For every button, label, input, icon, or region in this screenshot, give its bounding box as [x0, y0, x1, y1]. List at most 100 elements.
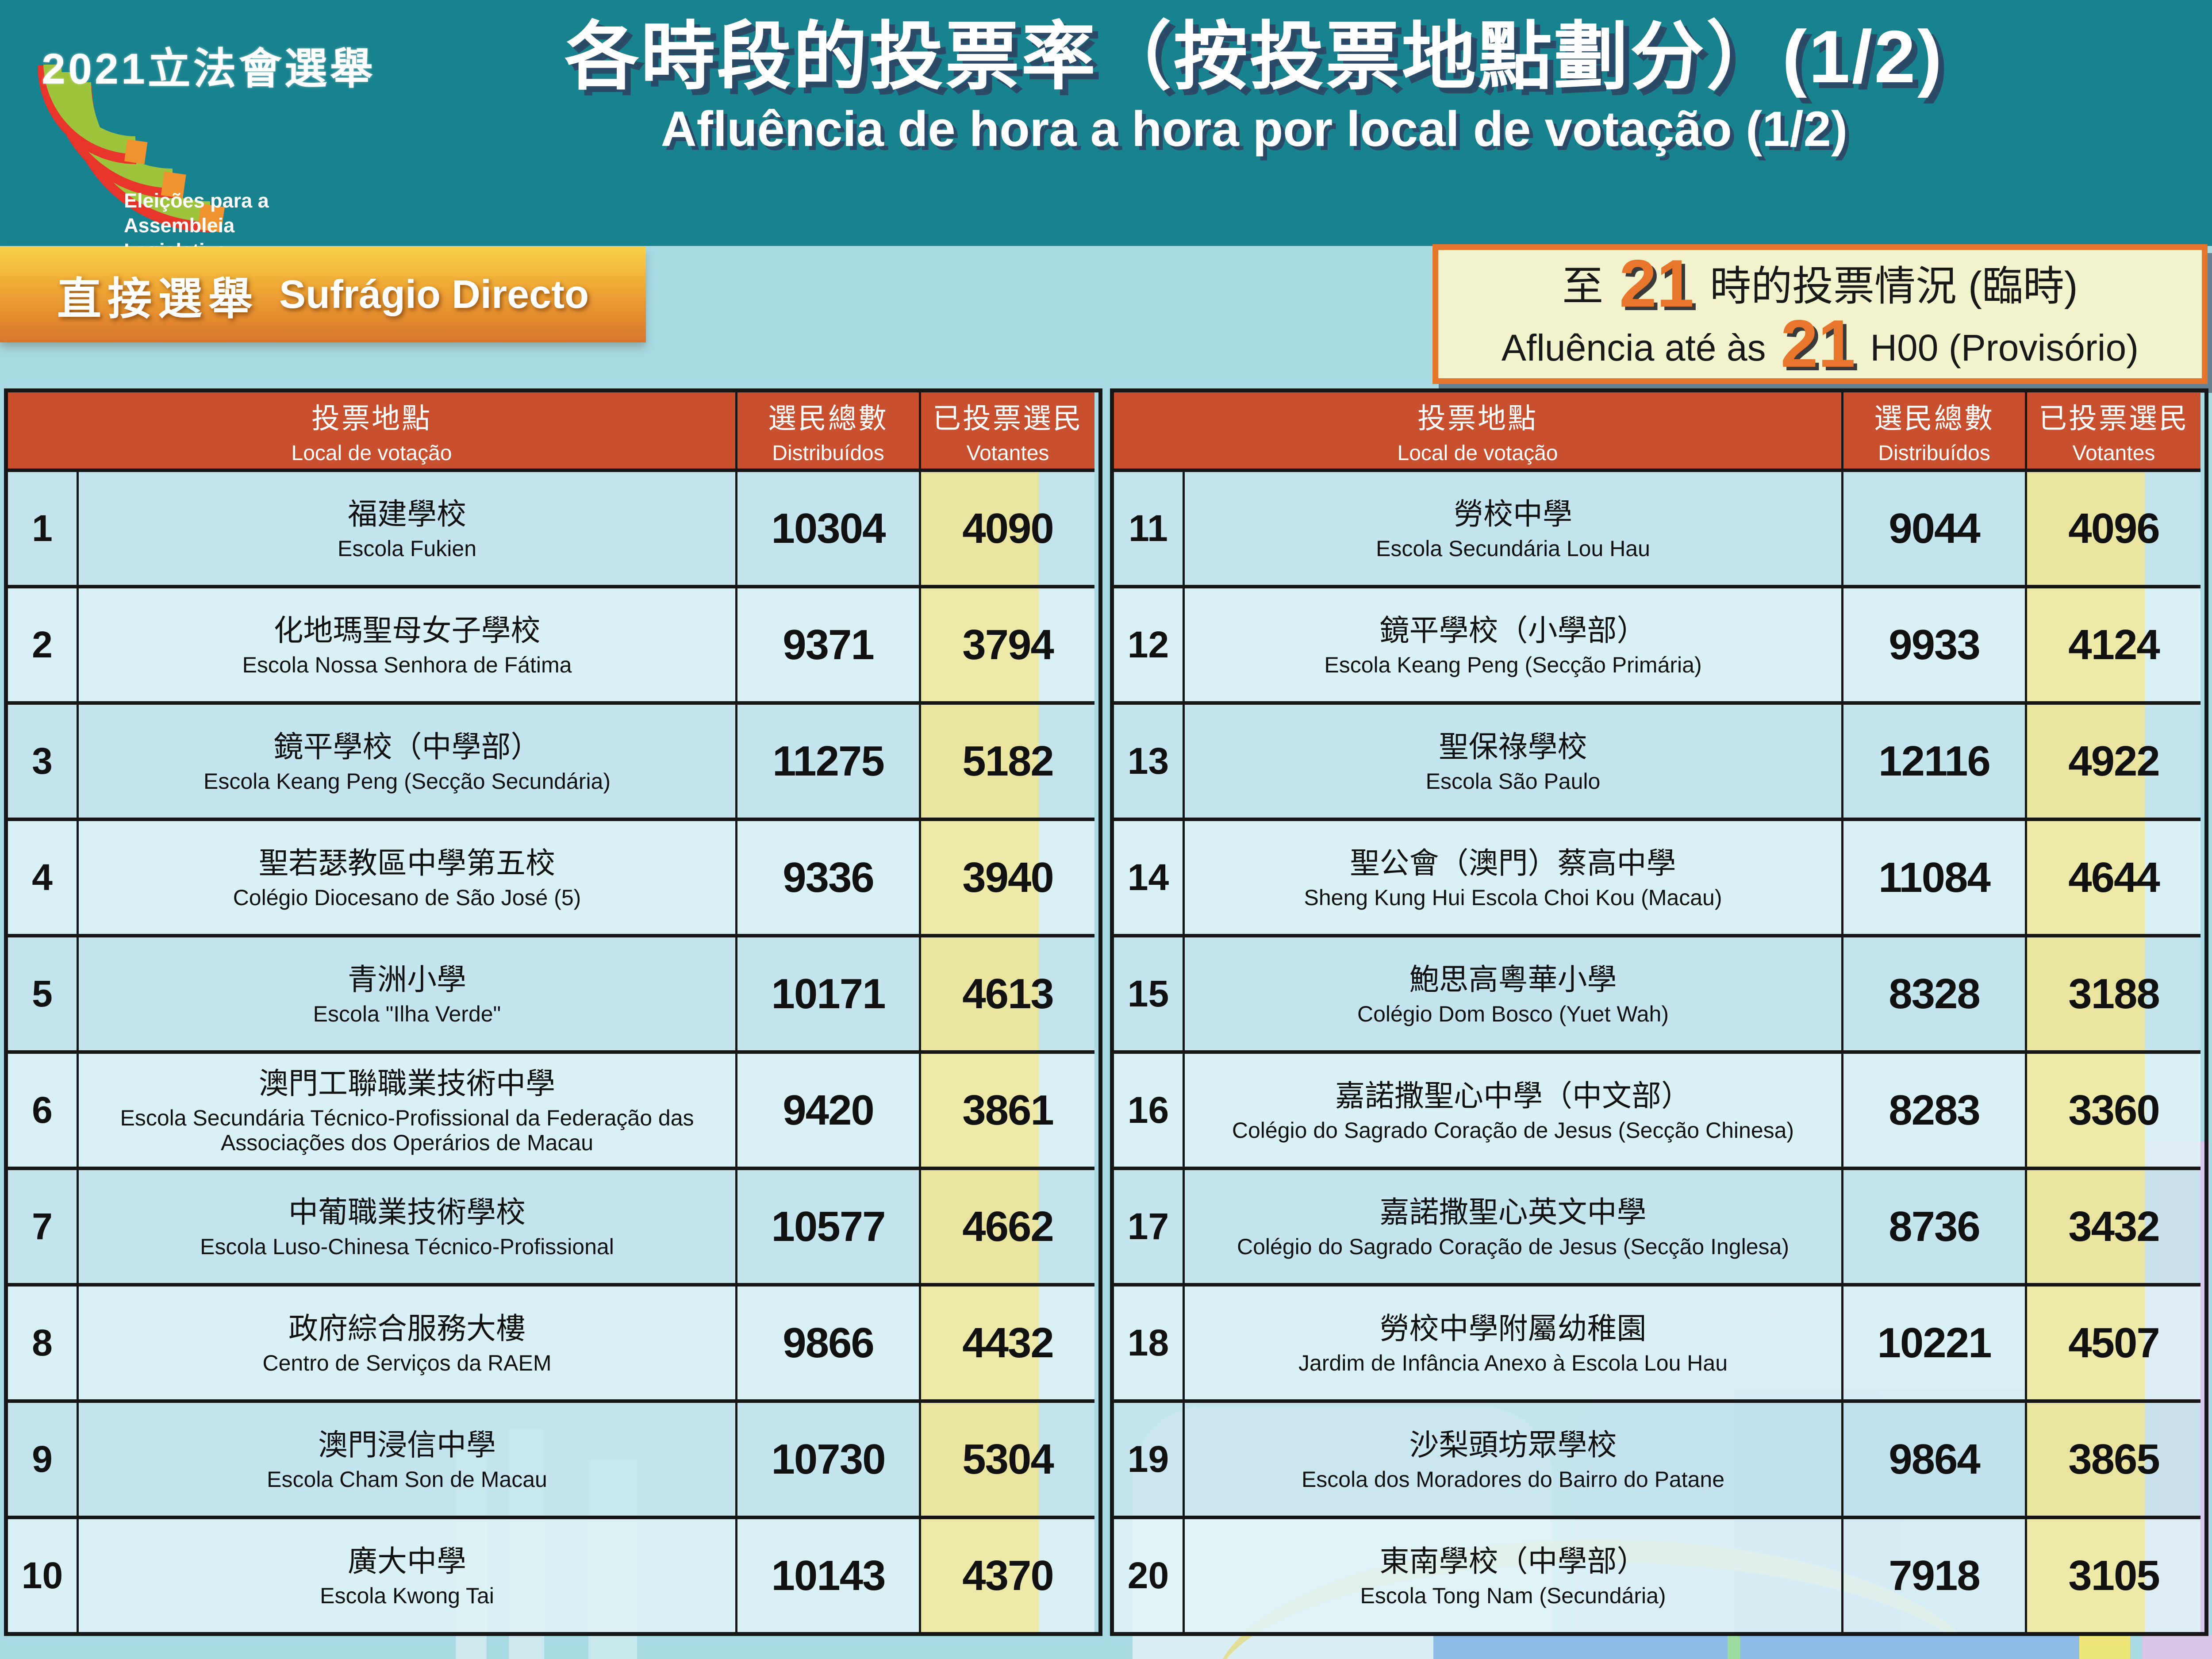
row-number-cell: 7 — [8, 1167, 79, 1283]
school-name-pt: Escola Secundária Técnico-Profissional d… — [120, 1106, 694, 1156]
school-name-pt: Escola Luso-Chinesa Técnico-Profissional — [200, 1234, 614, 1260]
school-name-cell: 化地瑪聖母女子學校 Escola Nossa Senhora de Fátima — [79, 585, 737, 701]
school-name-cell: 嘉諾撒聖心英文中學 Colégio do Sagrado Coração de J… — [1185, 1167, 1843, 1283]
skyline-base-strip — [2158, 1635, 2212, 1659]
hour-value: 21 — [1619, 246, 1694, 322]
school-name-pt: Escola Keang Peng (Secção Primária) — [1324, 653, 1702, 678]
school-name-cell: 東南學校（中學部） Escola Tong Nam (Secundária) — [1185, 1516, 1843, 1632]
school-name-zh: 鮑思高粵華小學 — [1409, 963, 1617, 996]
school-name-cell: 鏡平學校（小學部） Escola Keang Peng (Secção Primá… — [1185, 585, 1843, 701]
school-name-zh: 聖公會（澳門）蔡高中學 — [1350, 846, 1676, 880]
school-name-cell: 澳門浸信中學 Escola Cham Son de Macau — [79, 1399, 737, 1516]
row-number-cell: 20 — [1114, 1516, 1185, 1632]
registered-voters-cell: 9044 — [1843, 469, 2027, 585]
voted-count-cell: 4644 — [2027, 818, 2200, 934]
school-name-pt: Escola São Paulo — [1425, 769, 1601, 794]
voted-count-cell: 4613 — [921, 934, 1094, 1050]
school-name-cell: 福建學校 Escola Fukien — [79, 469, 737, 585]
turnout-time-line-zh: 至 21 時的投票情況 (臨時) — [1562, 246, 2078, 322]
voted-count-cell: 4662 — [921, 1167, 1094, 1283]
school-name-pt: Escola Kwong Tai — [320, 1583, 494, 1609]
row-number-cell: 18 — [1114, 1283, 1185, 1399]
row-number-cell: 9 — [8, 1399, 79, 1516]
row-number-cell: 16 — [1114, 1050, 1185, 1167]
voted-count-cell: 3865 — [2027, 1399, 2200, 1516]
column-header-registered: 選民總數 Distribuídos — [737, 392, 921, 469]
school-name-zh: 嘉諾撒聖心中學（中文部） — [1335, 1079, 1691, 1113]
column-header-voted: 已投票選民 Votantes — [2027, 392, 2200, 469]
turnout-table-right: 投票地點 Local de votação 選民總數 Distribuídos … — [1110, 388, 2208, 1636]
school-name-zh: 東南學校（中學部） — [1379, 1544, 1647, 1578]
registered-voters-cell: 9336 — [737, 818, 921, 934]
school-name-zh: 化地瑪聖母女子學校 — [273, 614, 541, 647]
registered-voters-cell: 7918 — [1843, 1516, 2027, 1632]
school-name-pt: Escola Secundária Lou Hau — [1376, 536, 1650, 561]
skyline-base-strip — [1728, 1635, 1740, 1659]
registered-voters-cell: 10171 — [737, 934, 921, 1050]
registered-voters-cell: 10577 — [737, 1167, 921, 1283]
school-name-pt: Escola Tong Nam (Secundária) — [1360, 1583, 1666, 1609]
school-name-zh: 福建學校 — [348, 497, 466, 531]
skyline-base-strip — [2079, 1635, 2130, 1659]
column-header-voted: 已投票選民 Votantes — [921, 392, 1094, 469]
page-title-zh: 各時段的投票率（按投票地點劃分）(1/2) — [565, 15, 1944, 98]
badge-label-zh: 直接選舉 — [57, 274, 259, 324]
school-name-cell: 嘉諾撒聖心中學（中文部） Colégio do Sagrado Coração d… — [1185, 1050, 1843, 1167]
registered-voters-cell: 9933 — [1843, 585, 2027, 701]
school-name-cell: 聖若瑟教區中學第五校 Colégio Diocesano de São José … — [79, 818, 737, 934]
registered-voters-cell: 8736 — [1843, 1167, 2027, 1283]
voted-count-cell: 4432 — [921, 1283, 1094, 1399]
school-name-pt: Colégio Dom Bosco (Yuet Wah) — [1357, 1002, 1669, 1027]
registered-voters-cell: 12116 — [1843, 701, 2027, 818]
school-name-pt: Centro de Serviços da RAEM — [262, 1351, 552, 1376]
skyline-base-strip — [1433, 1635, 2079, 1659]
voted-count-cell: 3188 — [2027, 934, 2200, 1050]
school-name-zh: 聖若瑟教區中學第五校 — [259, 846, 555, 880]
school-name-cell: 勞校中學 Escola Secundária Lou Hau — [1185, 469, 1843, 585]
voted-count-cell: 4922 — [2027, 701, 2200, 818]
row-number-cell: 14 — [1114, 818, 1185, 934]
row-number-cell: 5 — [8, 934, 79, 1050]
school-name-zh: 勞校中學附屬幼稚園 — [1379, 1312, 1647, 1345]
row-number-cell: 10 — [8, 1516, 79, 1632]
school-name-zh: 中葡職業技術學校 — [288, 1195, 526, 1229]
school-name-pt: Escola Cham Son de Macau — [267, 1467, 547, 1492]
school-name-pt: Escola Nossa Senhora de Fátima — [242, 653, 572, 678]
row-number-cell: 11 — [1114, 469, 1185, 585]
row-number-cell: 1 — [8, 469, 79, 585]
column-header-location: 投票地點 Local de votação — [1114, 392, 1843, 469]
registered-voters-cell: 9866 — [737, 1283, 921, 1399]
voted-count-cell: 3360 — [2027, 1050, 2200, 1167]
school-name-cell: 聖保祿學校 Escola São Paulo — [1185, 701, 1843, 818]
registered-voters-cell: 10730 — [737, 1399, 921, 1516]
school-name-cell: 廣大中學 Escola Kwong Tai — [79, 1516, 737, 1632]
school-name-zh: 鏡平學校（中學部） — [273, 730, 541, 764]
election-logo: 2021立法會選舉 Eleições para a Assembleia Leg… — [32, 17, 373, 262]
voted-count-cell: 3105 — [2027, 1516, 2200, 1632]
row-number-cell: 4 — [8, 818, 79, 934]
voted-count-cell: 4124 — [2027, 585, 2200, 701]
school-name-cell: 澳門工聯職業技術中學 Escola Secundária Técnico-Prof… — [79, 1050, 737, 1167]
school-name-zh: 廣大中學 — [348, 1544, 466, 1578]
row-number-cell: 12 — [1114, 585, 1185, 701]
row-number-cell: 6 — [8, 1050, 79, 1167]
column-header-registered: 選民總數 Distribuídos — [1843, 392, 2027, 469]
school-name-zh: 沙梨頭坊眾學校 — [1409, 1428, 1617, 1462]
school-name-zh: 鏡平學校（小學部） — [1379, 614, 1647, 647]
school-name-zh: 嘉諾撒聖心英文中學 — [1379, 1195, 1647, 1229]
school-name-cell: 政府綜合服務大樓 Centro de Serviços da RAEM — [79, 1283, 737, 1399]
header-band — [0, 0, 2212, 246]
school-name-pt: Colégio do Sagrado Coração de Jesus (Sec… — [1237, 1234, 1789, 1260]
school-name-cell: 勞校中學附屬幼稚園 Jardim de Infância Anexo à Esco… — [1185, 1283, 1843, 1399]
registered-voters-cell: 9371 — [737, 585, 921, 701]
row-number-cell: 15 — [1114, 934, 1185, 1050]
voted-count-cell: 3940 — [921, 818, 1094, 934]
school-name-zh: 勞校中學 — [1454, 497, 1572, 531]
page-title-block: 各時段的投票率（按投票地點劃分）(1/2) Afluência de hora … — [319, 18, 2190, 154]
school-name-zh: 政府綜合服務大樓 — [288, 1312, 526, 1345]
row-number-cell: 3 — [8, 701, 79, 818]
registered-voters-cell: 10221 — [1843, 1283, 2027, 1399]
hour-value-pt: 21 — [1780, 306, 1855, 381]
school-name-pt: Jardim de Infância Anexo à Escola Lou Ha… — [1298, 1351, 1728, 1376]
